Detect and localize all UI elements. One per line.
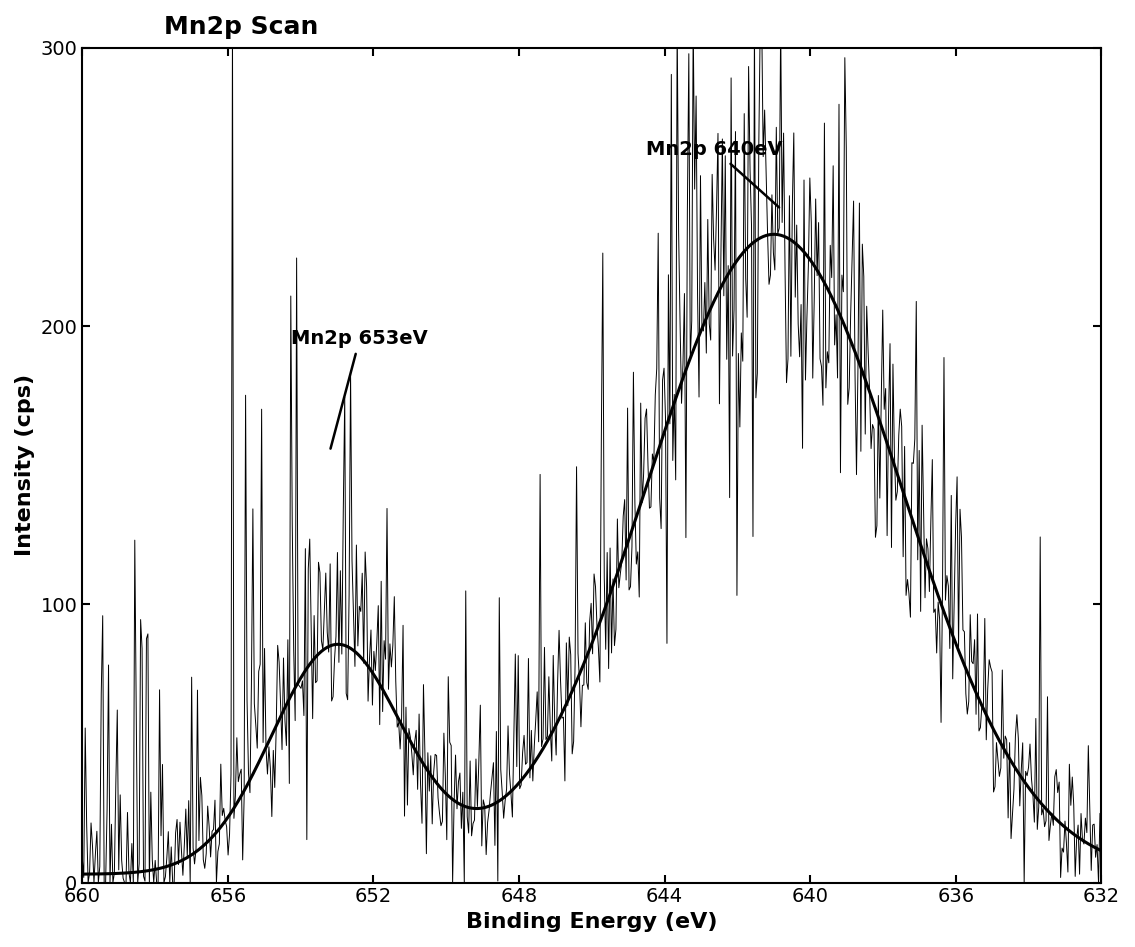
Text: Mn2p 653eV: Mn2p 653eV: [292, 330, 428, 449]
Y-axis label: Intensity (cps): Intensity (cps): [15, 374, 35, 556]
Text: Mn2p 640eV: Mn2p 640eV: [647, 140, 783, 207]
X-axis label: Binding Energy (eV): Binding Energy (eV): [466, 912, 717, 932]
Text: Mn2p Scan: Mn2p Scan: [163, 15, 318, 39]
